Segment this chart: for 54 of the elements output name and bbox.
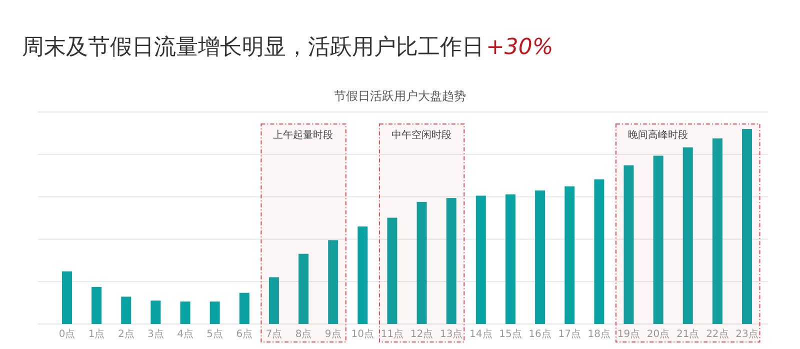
text: +30% [486, 35, 554, 60]
x-tick-label: 15点 [499, 328, 522, 340]
x-tick-label: 13点 [440, 328, 463, 340]
bar [594, 179, 604, 324]
x-tick-label: 9点 [324, 328, 342, 340]
x-tick-label: 14点 [470, 328, 492, 340]
bar [210, 302, 220, 324]
chart-title: 周末及节假日流量增长明显，活跃用户比工作日 [22, 35, 484, 60]
x-tick-label: 12点 [410, 328, 434, 340]
x-tick-label: 0点 [58, 328, 76, 340]
bar [653, 156, 664, 324]
x-tick-label: 5点 [206, 328, 224, 340]
x-tick-label: 23点 [736, 328, 758, 340]
x-tick-label: 22点 [706, 328, 729, 340]
x-tick-label: 11点 [380, 328, 404, 340]
x-tick-label: 8点 [295, 328, 312, 340]
x-tick-label: 17点 [558, 328, 581, 340]
x-tick-label: 18点 [588, 328, 611, 340]
x-tick-label: 4点 [177, 328, 194, 340]
bar [564, 186, 575, 324]
x-tick-label: 1点 [88, 328, 105, 340]
bar [328, 240, 338, 324]
bar [682, 147, 693, 324]
bar [62, 271, 72, 324]
bar [387, 218, 398, 324]
x-tick-label: 16点 [528, 328, 552, 340]
x-tick-label: 2点 [118, 328, 134, 340]
band-label: 晚间高峰时段 [628, 129, 688, 141]
x-tick-label: 10点 [351, 328, 374, 340]
x-tick-label: 20点 [646, 328, 670, 340]
band-label: 上午起量时段 [273, 129, 334, 141]
x-tick-label: 19点 [617, 328, 640, 340]
x-tick-label: 21点 [676, 328, 700, 340]
band-label: 中午空闲时段 [391, 129, 452, 141]
bar [476, 196, 486, 324]
bar [268, 277, 279, 324]
bar [416, 202, 427, 324]
bar [92, 286, 102, 324]
bar [446, 198, 456, 324]
x-tick-label: 6点 [236, 328, 253, 340]
bar [505, 194, 516, 324]
bar [150, 300, 161, 324]
bar [712, 138, 722, 324]
bar [121, 296, 132, 324]
bar [180, 302, 190, 324]
x-tick-label: 7点 [266, 328, 282, 340]
bar [298, 254, 309, 324]
bar [742, 129, 752, 324]
x-tick-label: 3点 [148, 328, 164, 340]
bar [358, 226, 368, 324]
bar [535, 190, 546, 324]
bar [624, 165, 634, 324]
chart-subtitle: 节假日活跃用户大盘趋势 [334, 89, 466, 103]
bar [239, 292, 250, 324]
